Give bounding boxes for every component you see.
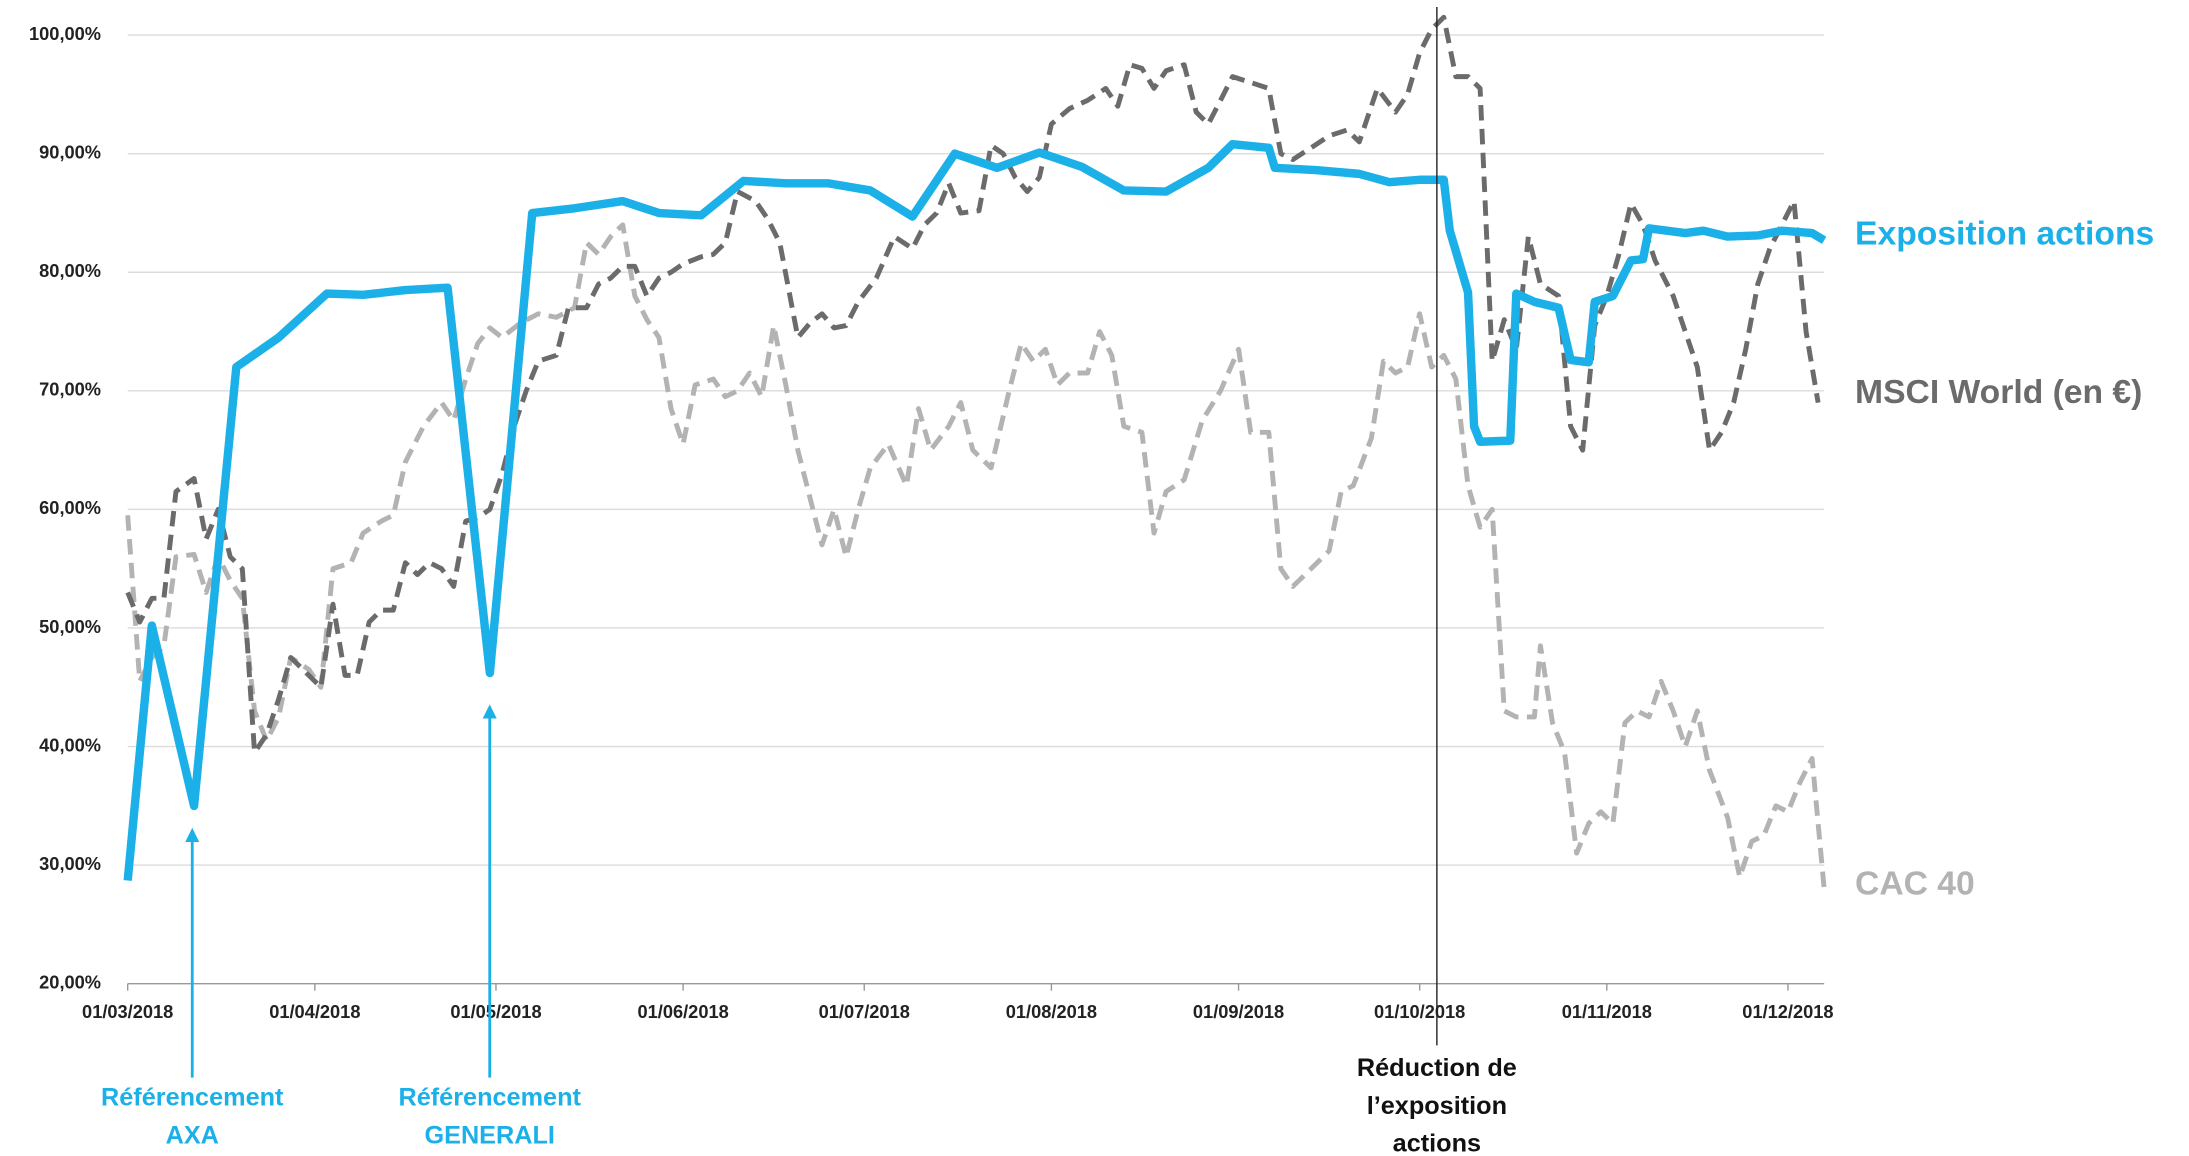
y-tick-label: 30,00%: [39, 853, 101, 874]
series-line: [123, 139, 1827, 881]
y-tick-label: 80,00%: [39, 260, 101, 281]
annotation: GENERALI: [424, 1121, 554, 1149]
x-tick-label: 01/07/2018: [819, 1001, 910, 1022]
series-line: [125, 14, 1821, 755]
x-tick-label: 01/11/2018: [1562, 1001, 1652, 1022]
y-tick-label: 90,00%: [39, 141, 101, 162]
arrow-head: [185, 827, 200, 842]
annotation: AXA: [166, 1121, 219, 1149]
series-label: MSCI World (en €): [1855, 374, 2142, 411]
x-tick-label: 01/06/2018: [637, 1001, 728, 1022]
x-tick-label: 01/08/2018: [1006, 1001, 1097, 1022]
annotation: actions: [1393, 1130, 1481, 1156]
y-tick-label: 40,00%: [39, 734, 101, 755]
x-tick-label: 01/12/2018: [1742, 1001, 1833, 1022]
x-tick-label: 01/10/2018: [1374, 1001, 1465, 1022]
series-line: [125, 222, 1827, 890]
arrow-head: [482, 704, 497, 719]
series-label: Exposition actions: [1855, 216, 2154, 253]
x-tick-label: 01/03/2018: [82, 1001, 173, 1022]
annotation: l’exposition: [1367, 1092, 1507, 1120]
x-tick-label: 01/05/2018: [450, 1001, 541, 1022]
y-tick-label: 20,00%: [39, 971, 101, 992]
annotation: Réduction de: [1357, 1054, 1517, 1082]
annotation: Référencement: [101, 1083, 284, 1111]
x-tick-label: 01/09/2018: [1193, 1001, 1284, 1022]
y-tick-label: 100,00%: [29, 23, 101, 44]
x-tick-label: 01/04/2018: [269, 1001, 360, 1022]
annotation: Référencement: [398, 1083, 581, 1111]
series-label: CAC 40: [1855, 865, 1975, 902]
y-tick-label: 60,00%: [39, 497, 101, 518]
y-tick-label: 70,00%: [39, 379, 101, 400]
y-tick-label: 50,00%: [39, 616, 101, 637]
